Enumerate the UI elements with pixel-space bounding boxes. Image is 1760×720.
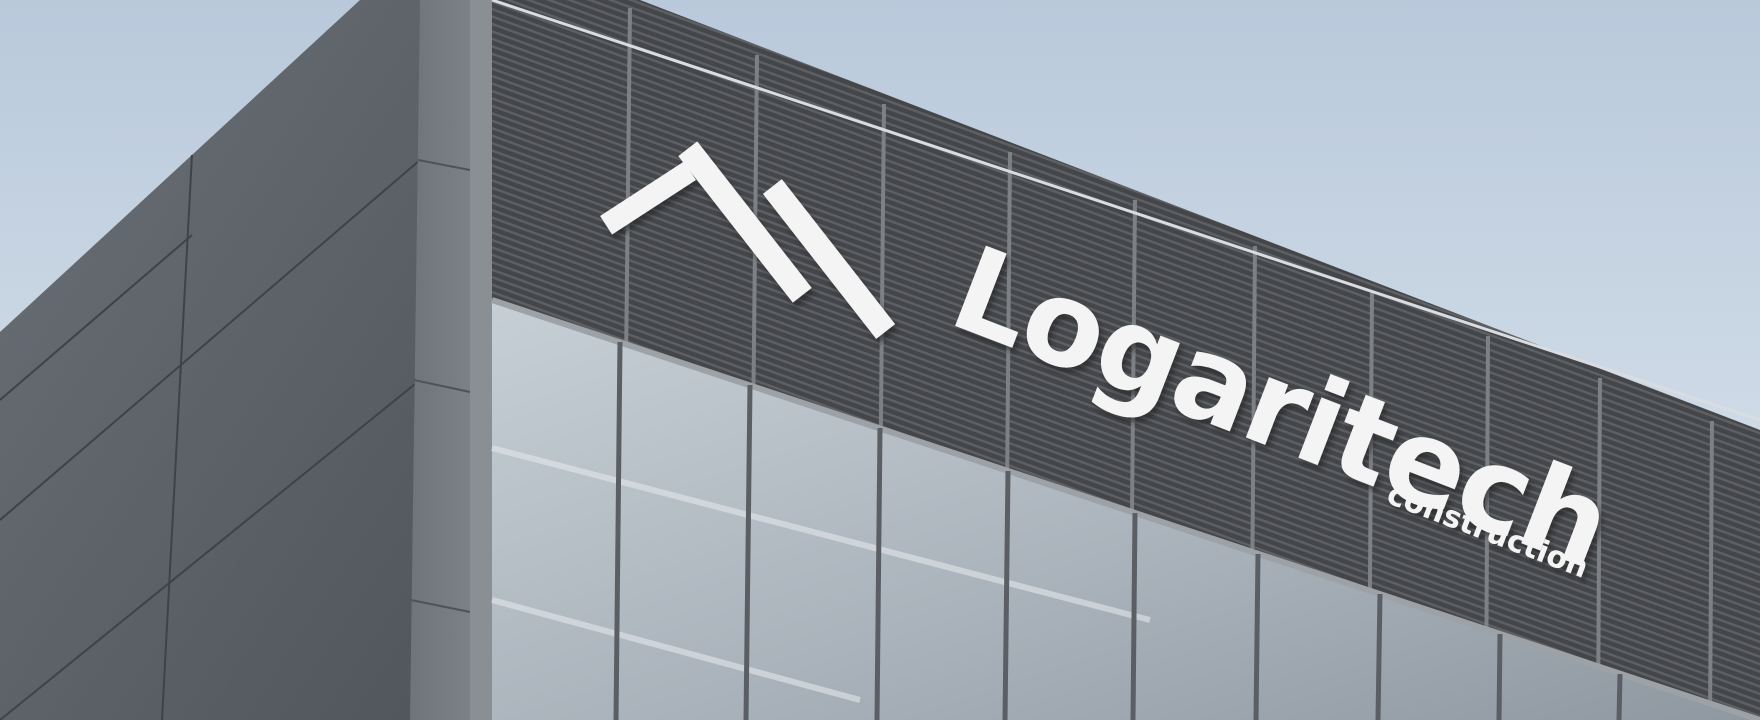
stone-pillar — [410, 0, 470, 720]
glass-reflections — [491, 445, 1151, 703]
logo-mark-icon — [600, 141, 896, 339]
stone-panel-joints — [0, 154, 421, 720]
stone-wall — [0, 0, 470, 720]
glass-mullions — [613, 341, 1623, 720]
